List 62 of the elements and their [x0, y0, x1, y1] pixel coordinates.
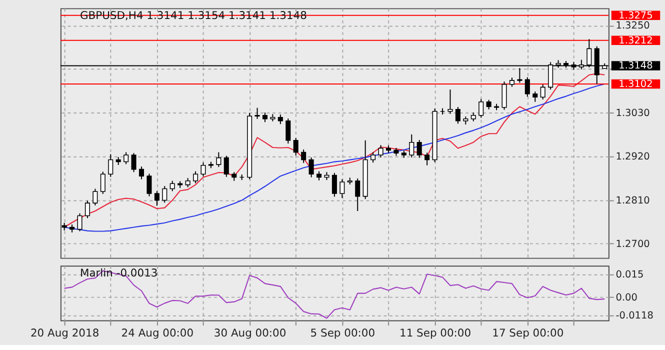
candlestick — [162, 186, 168, 204]
candlestick — [502, 81, 507, 110]
candlestick — [92, 188, 98, 206]
x-tick-label: 5 Sep 00:00 — [310, 326, 376, 340]
candlestick — [84, 200, 90, 219]
candlestick — [378, 144, 384, 158]
candlestick — [262, 112, 268, 123]
candlestick — [308, 156, 314, 178]
x-tick-label: 30 Aug 00:00 — [214, 326, 286, 340]
candlestick — [108, 154, 114, 178]
candlestick — [254, 107, 260, 120]
candlestick — [77, 212, 82, 232]
y-tick-label: 0.015 — [616, 270, 644, 281]
candlestick — [216, 152, 222, 168]
y-tick-label: 1.2700 — [616, 238, 650, 250]
y-tick-label: 0.00 — [616, 292, 638, 304]
candlestick — [416, 139, 422, 158]
ref-line-label: 1.3102 — [618, 78, 653, 90]
candlestick — [517, 68, 522, 84]
candlestick — [100, 171, 106, 194]
ref-line-label: 1.3148 — [618, 60, 653, 72]
candlestick — [448, 89, 453, 114]
candlestick — [293, 137, 298, 156]
candlestick — [170, 180, 175, 192]
line-series — [64, 270, 606, 319]
candlestick — [355, 178, 360, 212]
candlestick — [340, 178, 345, 198]
candlestick — [332, 172, 337, 198]
candlestick — [455, 106, 460, 124]
candlestick — [370, 152, 376, 164]
candlestick — [193, 170, 198, 184]
candlestick — [478, 98, 484, 118]
candlestick — [131, 152, 136, 173]
candlestick — [424, 152, 430, 166]
candlestick — [185, 178, 190, 188]
y-tick-label: 1.2810 — [616, 195, 650, 206]
ref-line-label: 1.3275 — [618, 10, 653, 22]
candlestick — [200, 162, 206, 177]
candlestick — [124, 152, 129, 165]
x-tick-label: 20 Aug 2018 — [30, 326, 100, 340]
x-tick-label: 24 Aug 00:00 — [121, 326, 194, 340]
candlestick — [486, 99, 492, 110]
x-tick-label: 17 Sep 00:00 — [492, 326, 564, 340]
candlestick — [316, 170, 322, 181]
candlestick — [138, 166, 144, 180]
candlestick — [154, 190, 160, 206]
candlestick — [409, 134, 414, 158]
candlestick — [532, 91, 538, 102]
candlestick — [524, 76, 530, 98]
y-tick-label: 1.3030 — [616, 108, 650, 119]
candlestick — [278, 114, 283, 125]
candlestick — [224, 155, 229, 178]
x-tick-label: 11 Sep 00:00 — [400, 326, 472, 340]
candlestick — [509, 77, 514, 88]
y-tick-label: 1.3250 — [616, 20, 650, 32]
ref-line-label: 1.3212 — [618, 35, 653, 46]
candlestick — [301, 148, 306, 164]
candlestick — [286, 118, 291, 144]
candlestick — [146, 173, 152, 197]
candlestick — [540, 84, 546, 100]
y-tick-label: 1.2920 — [616, 152, 650, 163]
y-tick-label: -0.0118 — [616, 310, 654, 322]
